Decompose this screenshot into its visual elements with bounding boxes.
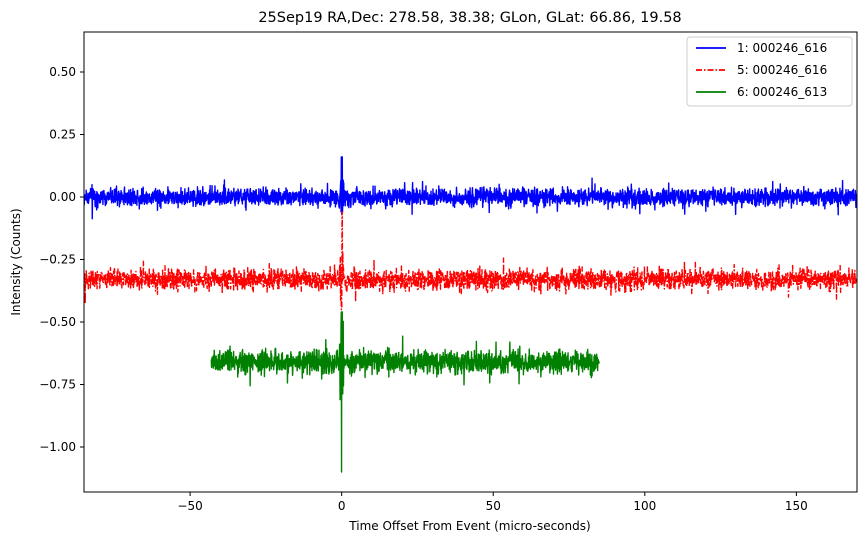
y-tick-label: −1.00 bbox=[39, 440, 76, 454]
legend-box bbox=[686, 36, 853, 107]
y-axis-label: Intensity (Counts) bbox=[9, 208, 23, 315]
series-5-line bbox=[84, 211, 857, 311]
y-tick-label: 0.50 bbox=[49, 65, 76, 79]
x-tick-label: 150 bbox=[785, 499, 808, 513]
series-6-line bbox=[210, 311, 600, 473]
x-tick-label: −50 bbox=[177, 499, 202, 513]
legend-label-series-6: 6: 000246_613 bbox=[737, 85, 827, 99]
y-axis-ticks: 0.50 0.25 0.00 −0.25 −0.50 −0.75 −1.00 bbox=[39, 65, 84, 454]
plot-frame bbox=[83, 31, 858, 493]
legend-label-series-5: 5: 000246_616 bbox=[737, 63, 827, 77]
x-tick-label: 50 bbox=[486, 499, 501, 513]
x-tick-label: 0 bbox=[338, 499, 346, 513]
y-tick-label: −0.75 bbox=[39, 378, 76, 392]
y-tick-label: −0.25 bbox=[39, 253, 76, 267]
y-tick-label: 0.00 bbox=[49, 190, 76, 204]
x-axis-ticks: −50 0 50 100 150 bbox=[177, 492, 808, 513]
chart-title: 25Sep19 RA,Dec: 278.58, 38.38; GLon, GLa… bbox=[258, 10, 681, 26]
series-1-line bbox=[84, 156, 857, 220]
x-axis-label: Time Offset From Event (micro-seconds) bbox=[348, 519, 590, 533]
series-layer bbox=[84, 156, 857, 473]
y-tick-label: −0.50 bbox=[39, 315, 76, 329]
x-tick-label: 100 bbox=[633, 499, 656, 513]
legend-label-series-1: 1: 000246_616 bbox=[737, 41, 827, 55]
legend: 1: 000246_616 5: 000246_616 6: 000246_61… bbox=[686, 36, 853, 107]
y-tick-label: 0.25 bbox=[49, 128, 76, 142]
